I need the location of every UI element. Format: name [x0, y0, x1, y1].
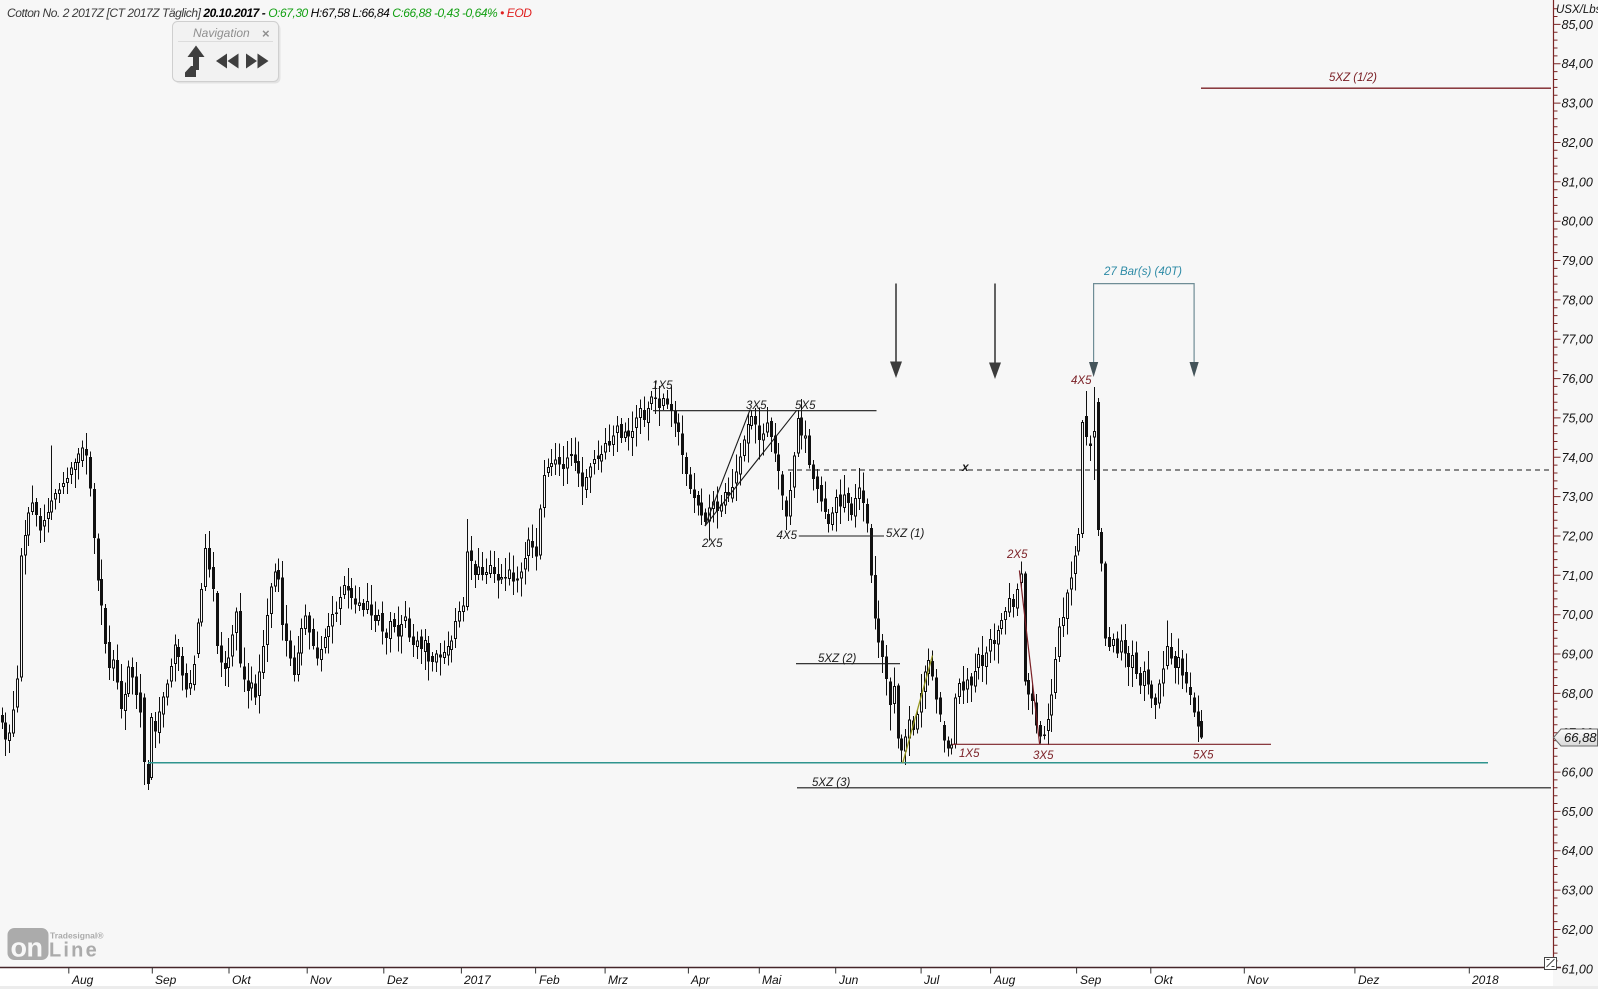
svg-text:Dez: Dez	[1358, 973, 1379, 987]
svg-text:71,00: 71,00	[1562, 569, 1593, 583]
svg-text:82,00: 82,00	[1562, 136, 1593, 150]
svg-text:68,00: 68,00	[1562, 687, 1593, 701]
svg-text:27 Bar(s) (40T): 27 Bar(s) (40T)	[1103, 266, 1182, 278]
svg-text:73,00: 73,00	[1562, 490, 1593, 504]
svg-text:Sep: Sep	[1080, 973, 1102, 987]
svg-text:3X5: 3X5	[1033, 750, 1054, 762]
svg-text:65,00: 65,00	[1562, 805, 1593, 819]
svg-text:77,00: 77,00	[1562, 333, 1593, 347]
svg-text:1X5: 1X5	[652, 380, 673, 392]
svg-text:5XZ (1): 5XZ (1)	[886, 528, 925, 540]
svg-text:2017: 2017	[463, 973, 492, 987]
svg-text:Nov: Nov	[310, 973, 332, 987]
svg-text:×: ×	[262, 26, 270, 41]
svg-text:Mai: Mai	[762, 973, 782, 987]
svg-text:5XZ (3): 5XZ (3)	[812, 777, 851, 789]
svg-text:4X5: 4X5	[1071, 375, 1092, 387]
svg-text:Mrz: Mrz	[608, 973, 628, 987]
svg-text:Nov: Nov	[1247, 973, 1269, 987]
svg-text:70,00: 70,00	[1562, 608, 1593, 622]
svg-text:x: x	[961, 460, 970, 474]
svg-text:Dez: Dez	[387, 973, 408, 987]
svg-text:2018: 2018	[1471, 973, 1499, 987]
svg-text:on: on	[11, 933, 43, 963]
svg-text:Tradesignal®: Tradesignal®	[50, 931, 104, 941]
svg-text:Jul: Jul	[923, 973, 940, 987]
svg-text:Line: Line	[49, 940, 99, 962]
svg-text:75,00: 75,00	[1562, 411, 1593, 425]
svg-text:4X5: 4X5	[777, 530, 798, 542]
svg-text:Sep: Sep	[155, 973, 177, 987]
svg-text:78,00: 78,00	[1562, 293, 1593, 307]
svg-text:63,00: 63,00	[1562, 884, 1593, 898]
svg-text:5X5: 5X5	[795, 400, 816, 412]
svg-text:2X5: 2X5	[701, 538, 723, 550]
svg-text:2X5: 2X5	[1006, 549, 1028, 561]
svg-text:83,00: 83,00	[1562, 97, 1593, 111]
svg-text:Okt: Okt	[1154, 973, 1173, 987]
svg-text:USX/Lbs: USX/Lbs	[1556, 4, 1598, 16]
svg-text:Aug: Aug	[71, 973, 94, 987]
svg-text:3X5: 3X5	[746, 400, 767, 412]
svg-text:80,00: 80,00	[1562, 215, 1593, 229]
svg-text:5X5: 5X5	[1193, 750, 1214, 762]
svg-text:Jun: Jun	[838, 973, 859, 987]
svg-text:Cotton No. 2 2017Z [CT 2017Z T: Cotton No. 2 2017Z [CT 2017Z Täglich] 20…	[7, 6, 532, 20]
svg-text:72,00: 72,00	[1562, 530, 1593, 544]
svg-text:Aug: Aug	[993, 973, 1016, 987]
svg-text:85,00: 85,00	[1562, 18, 1593, 32]
svg-text:5XZ (2): 5XZ (2)	[818, 653, 857, 665]
svg-text:79,00: 79,00	[1562, 254, 1593, 268]
svg-text:81,00: 81,00	[1562, 175, 1593, 189]
svg-text:Apr: Apr	[690, 973, 711, 987]
svg-text:66,88: 66,88	[1564, 730, 1597, 745]
svg-text:61,00: 61,00	[1562, 962, 1593, 976]
svg-text:84,00: 84,00	[1562, 57, 1593, 71]
svg-text:62,00: 62,00	[1562, 923, 1593, 937]
svg-text:66,00: 66,00	[1562, 766, 1593, 780]
svg-text:Okt: Okt	[232, 973, 251, 987]
svg-text:76,00: 76,00	[1562, 372, 1593, 386]
svg-text:Navigation: Navigation	[193, 26, 250, 40]
svg-text:5XZ (1/2): 5XZ (1/2)	[1329, 72, 1377, 84]
svg-text:1X5: 1X5	[959, 748, 980, 760]
svg-text:Feb: Feb	[539, 973, 560, 987]
svg-text:74,00: 74,00	[1562, 451, 1593, 465]
svg-text:69,00: 69,00	[1562, 648, 1593, 662]
svg-text:64,00: 64,00	[1562, 844, 1593, 858]
